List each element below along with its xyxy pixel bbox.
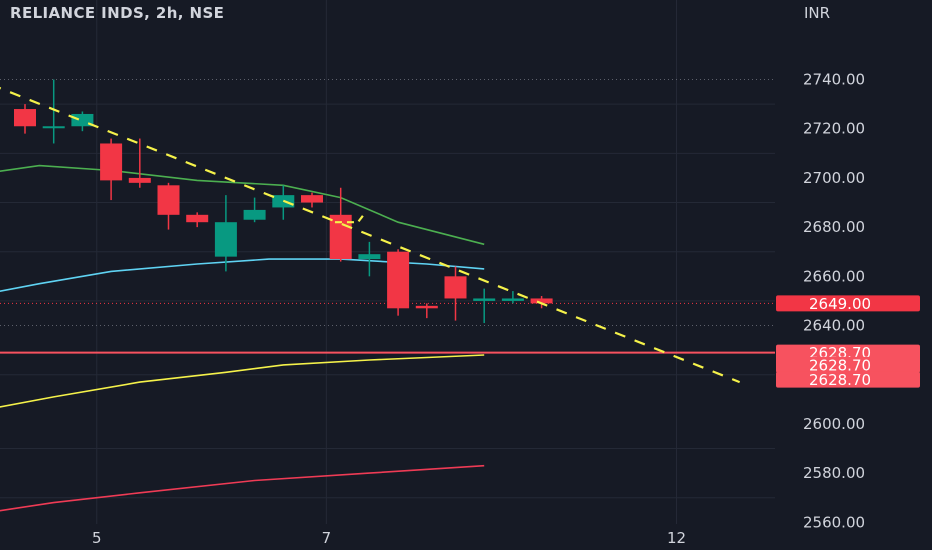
candle-body [473, 298, 496, 301]
candle-body [186, 214, 209, 223]
y-tick-label: 2680.00 [803, 218, 865, 236]
candle-body [14, 109, 36, 127]
candle-body [501, 298, 524, 301]
price-label-box [776, 356, 920, 373]
y-tick-label: 2640.00 [803, 317, 865, 335]
price-label-box [776, 371, 920, 388]
y-tick-label: 2560.00 [803, 513, 865, 531]
candle-body [128, 177, 151, 183]
candle-body [71, 113, 94, 127]
candle [157, 182, 180, 230]
candle [186, 212, 209, 228]
candle [100, 138, 123, 201]
candle-body [42, 126, 65, 129]
candle [128, 138, 151, 188]
x-tick-label: 12 [667, 529, 686, 547]
candle-body [358, 254, 381, 260]
y-tick-label: 2720.00 [803, 120, 865, 138]
x-tick-label: 5 [92, 529, 102, 547]
candle-body [100, 143, 123, 181]
y-tick-label: 2660.00 [803, 267, 865, 285]
currency-label: INR [804, 4, 831, 22]
candle-body [415, 305, 438, 309]
candle [42, 79, 65, 144]
y-tick-label: 2580.00 [803, 464, 865, 482]
candle [272, 185, 295, 220]
candle [387, 249, 410, 316]
candle [444, 266, 467, 321]
candle [214, 195, 237, 272]
y-tick-label: 2740.00 [803, 71, 865, 89]
candle-body [243, 209, 266, 220]
candle [14, 104, 36, 134]
price-label-text: 2649.00 [809, 295, 871, 313]
drawing-marker [334, 214, 365, 224]
moving-average-line [0, 258, 485, 292]
candle [329, 187, 352, 262]
candle-body [301, 195, 323, 203]
price-label-box [776, 295, 920, 312]
candle-body [444, 276, 467, 299]
y-tick-label: 2700.00 [803, 169, 865, 187]
candle [71, 111, 94, 132]
candle-body [530, 298, 553, 304]
candle [358, 241, 381, 277]
symbol-title: RELIANCE INDS, 2h, NSE [10, 4, 225, 22]
moving-average-line [0, 164, 485, 246]
price-label: 2628.70 [776, 371, 920, 389]
x-tick-label: 7 [322, 529, 332, 547]
price-label-text: 2628.70 [809, 371, 871, 389]
candle [501, 291, 524, 304]
candle [415, 303, 438, 319]
candle-body [214, 222, 237, 257]
dashed-trendline [0, 87, 741, 384]
candle [243, 197, 266, 223]
candle-body [157, 185, 180, 215]
moving-average-line [0, 354, 485, 408]
y-tick-label: 2600.00 [803, 415, 865, 433]
price-label: 2649.00 [776, 295, 920, 313]
price-label-text: 2628.70 [809, 356, 871, 374]
candle [301, 192, 323, 208]
price-label-box [776, 344, 920, 361]
candle-body [387, 251, 410, 309]
moving-average-line [0, 464, 485, 512]
candle [473, 288, 496, 324]
candle [530, 296, 553, 309]
price-label: 2628.70 [776, 356, 920, 374]
